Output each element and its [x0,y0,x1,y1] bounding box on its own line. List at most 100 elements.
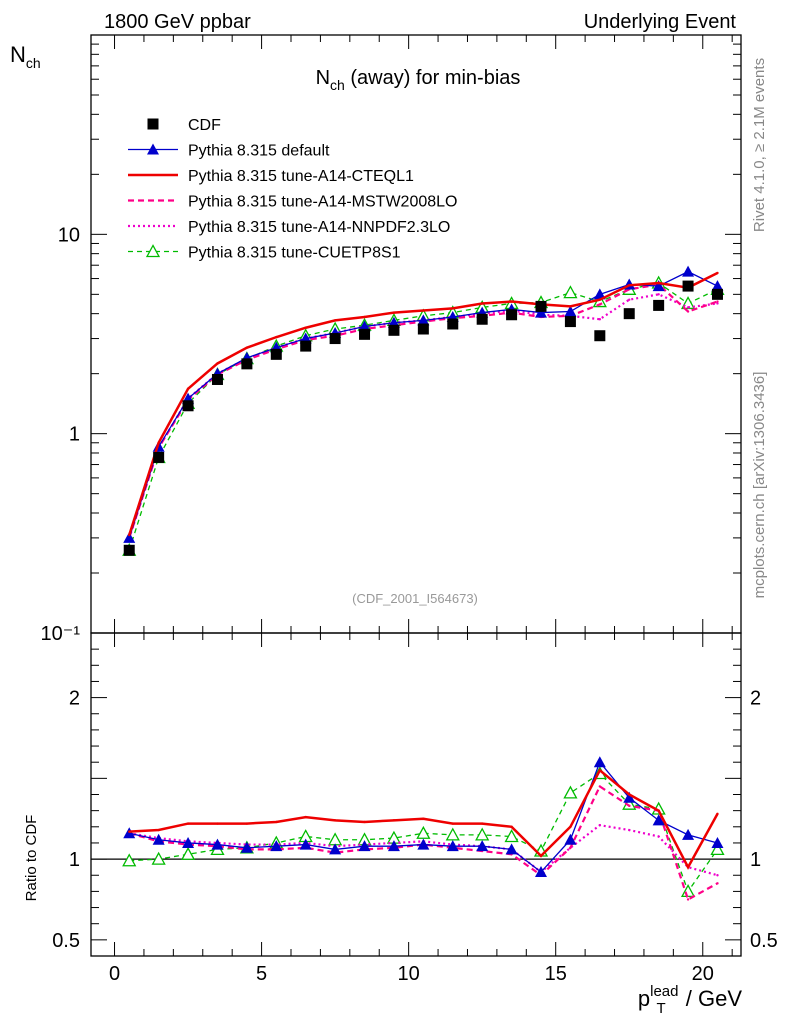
main-point-cdf [682,280,694,292]
ratio-point-default [270,840,283,852]
ratio-point-default [358,840,371,852]
main-point-cteql1 [598,298,602,301]
ratio-point-cteql1 [451,822,454,825]
ratio-point-default [564,833,577,845]
ratio-point-default [417,838,430,850]
x-tick-label: 0 [109,963,120,985]
main-point-cdf [447,318,459,330]
main-point-default [123,531,136,543]
main-point-cdf [241,358,253,370]
ratio-point-cteql1 [333,819,337,822]
x-label-sub: T [656,1000,665,1017]
analysis-id-label: (CDF_2001_I564673) [352,591,478,606]
ratio-point-cuetp8s1 [151,851,166,865]
y-tick-label: 10⁻¹ [41,623,81,645]
ratio-point-default [387,840,400,852]
ratio-point-cteql1 [628,793,631,796]
main-point-cdf [388,324,400,336]
ratio-point-nnpdf [716,874,719,877]
main-point-cdf [564,316,576,328]
main-point-cteql1 [216,362,219,365]
ratio-point-cteql1 [363,820,366,824]
ratio-point-default [476,840,489,852]
main-point-cdf [329,333,341,345]
ratio-point-mstw [686,898,690,901]
main-point-mstw [686,310,690,313]
main-point-cdf [211,373,223,385]
ratio-point-cteql1 [186,822,190,825]
main-point-cdf [300,340,312,352]
main-point-nnpdf [628,298,631,301]
ratio-point-default [446,840,459,852]
main-point-cuetp8s1 [563,285,578,299]
main-point-cdf [535,300,547,312]
main-point-cdf [711,288,723,300]
ratio-point-cteql1 [569,825,572,828]
ratio-point-nnpdf [598,823,602,827]
main-point-default [711,280,724,292]
ratio-point-cteql1 [392,819,396,822]
ratio-point-default [535,866,547,878]
main-point-nnpdf [598,318,602,321]
ratio-series-default-line [129,760,718,873]
main-point-cteql1 [510,300,513,303]
main-point-cdf [270,348,282,360]
ratio-point-default [505,843,518,855]
ratio-point-nnpdf [657,835,660,838]
main-point-nnpdf [657,293,660,296]
ratio-point-cteql1 [128,830,131,833]
main-point-cteql1 [275,335,278,339]
ratio-point-mstw [628,804,631,808]
ratio-point-cuetp8s1 [445,827,460,841]
main-point-default [682,265,695,277]
ratio-point-nnpdf [628,828,631,832]
main-point-cteql1 [392,311,396,314]
ratio-point-cteql1 [686,865,690,869]
ratio-point-cteql1 [304,815,307,819]
main-point-default [564,305,577,317]
ratio-point-cteql1 [539,854,543,858]
x-tick-label: 10 [398,963,420,985]
legend-label-mstw: Pythia 8.315 tune-A14-MSTW2008LO [188,194,457,211]
ratio-point-default [152,833,165,845]
x-tick-label: 5 [256,963,267,985]
legend-label-cdf: CDF [188,117,221,134]
main-point-cteql1 [716,271,719,275]
ratio-point-mstw [598,785,602,788]
main-point-cteql1 [422,309,425,312]
main-point-cdf [123,544,135,556]
main-point-cdf [653,299,665,311]
ratio-point-cuetp8s1 [710,842,725,856]
ratio-point-cuetp8s1 [563,785,578,799]
main-point-default [417,314,430,326]
main-title: Nch (away) for min-bias [316,67,521,93]
legend-marker-cuetp8s1 [145,244,161,258]
main-point-cteql1 [363,315,366,319]
main-point-nnpdf [686,306,690,309]
main-point-cteql1 [186,387,190,390]
ratio-panel: 0 5 10 15 20 0.5 0.5 1 1 2 2 Ratio to CDF plead T /… [23,632,778,1017]
legend-label-cteql1: Pythia 8.315 tune-A14-CTEQL1 [188,168,414,185]
ratio-point-cuetp8s1 [504,829,519,843]
main-point-default [593,288,606,300]
main-point-default [358,320,371,332]
main-point-cteql1 [480,302,484,305]
x-axis-label: plead T / GeV [638,983,742,1017]
main-point-default [652,280,665,292]
ratio-plot-frame [90,632,742,957]
ratio-y-tick-label-right: 0.5 [750,930,778,952]
y-tick-label: 10 [58,224,80,246]
rivet-version-label: Rivet 4.1.0, ≥ 2.1M events [751,58,768,232]
mcplots-label: mcplots.cern.ch [arXiv:1306.3436] [751,372,768,599]
ratio-axis-ticks: 0 5 10 15 20 0.5 0.5 1 1 2 2 [52,648,778,985]
main-point-cdf [359,328,371,340]
main-point-cdf [476,313,488,325]
ratio-y-tick-label: 2 [69,688,80,710]
ratio-point-cteql1 [216,822,219,825]
main-point-cdf [182,400,194,412]
ratio-point-cteql1 [716,812,719,816]
main-point-cdf [153,451,165,463]
main-point-cdf [623,308,635,320]
ratio-point-cteql1 [510,825,513,828]
